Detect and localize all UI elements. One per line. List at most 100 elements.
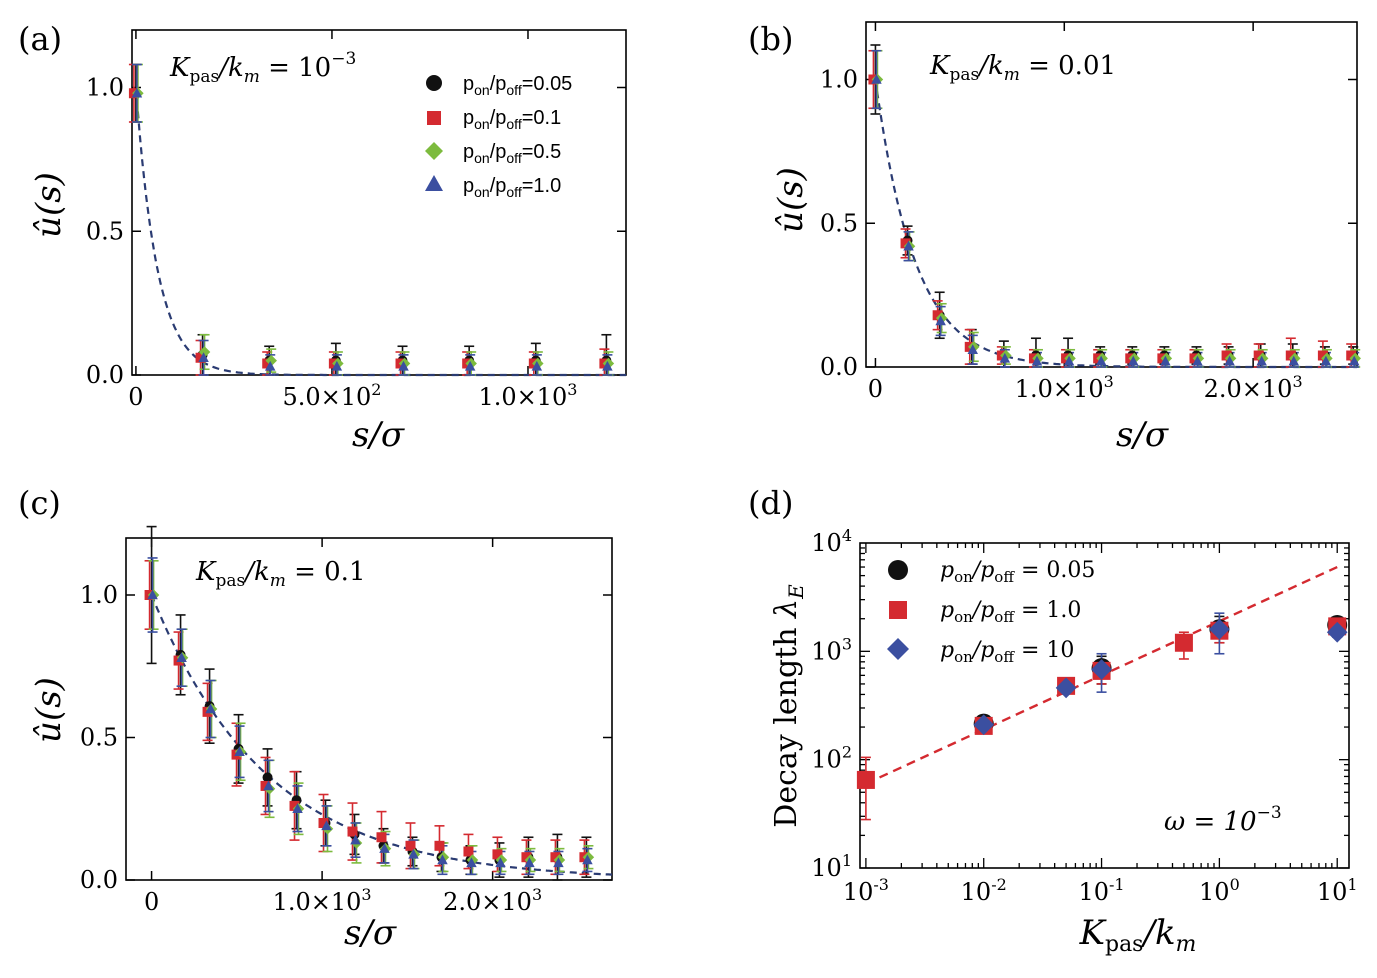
data-point-diamond	[198, 346, 211, 358]
tick-label: 5.0×102	[282, 380, 381, 411]
plot-frame	[865, 21, 1358, 368]
legend-entry: pon/poff = 0.05	[940, 558, 1095, 586]
tick-label: 0	[868, 375, 883, 403]
data-point-triangle	[1288, 355, 1300, 366]
data-point-square	[492, 849, 503, 860]
data-point-triangle	[1256, 355, 1267, 366]
annotation: Kpas/km = 10−3	[169, 49, 356, 87]
panel-label: (c)	[18, 484, 61, 522]
tick-label: 0	[144, 888, 159, 916]
annotation: Kpas/km = 0.01	[929, 51, 1116, 85]
data-point-circle	[262, 772, 273, 783]
legend-marker-square	[889, 601, 907, 619]
y-axis-label: û(s)	[29, 172, 69, 238]
data-point-square	[1285, 350, 1296, 361]
data-point-diamond	[1326, 621, 1348, 643]
data-point-triangle	[321, 820, 332, 831]
tick-label: 0.5	[86, 217, 124, 245]
data-point-square	[434, 840, 445, 851]
tick-label: 1.0×103	[1015, 372, 1114, 403]
data-point-square	[347, 826, 358, 837]
y-axis-label: û(s)	[771, 167, 811, 233]
data-point-triangle	[198, 352, 209, 362]
tick-label: 100	[1199, 875, 1240, 906]
data-point-triangle	[437, 854, 448, 865]
legend-entry: pon/poff=0.1	[463, 107, 561, 132]
data-point-triangle	[1095, 355, 1107, 366]
legend-marker-diamond	[425, 142, 443, 160]
data-point-triangle	[264, 360, 276, 371]
tick-label: 0.0	[86, 361, 124, 389]
data-point-square	[405, 840, 416, 851]
data-point-diamond	[265, 354, 277, 367]
data-point-triangle	[466, 857, 477, 868]
legend: pon/poff = 0.05 pon/poff = 1.0 pon/poff …	[887, 558, 1095, 666]
plot-frame	[131, 29, 627, 376]
tick-label: 0.5	[820, 209, 858, 237]
legend-entry: pon/poff = 1.0	[940, 598, 1081, 626]
data-point-triangle	[398, 360, 409, 371]
y-axis-label: Decay length λE	[769, 584, 808, 828]
tick-label: 103	[811, 634, 852, 665]
tick-label: 0.0	[820, 353, 858, 381]
data-point-triangle	[1160, 355, 1171, 366]
tick-label: 10-1	[1078, 875, 1124, 906]
x-axis-label: s/σ	[1116, 415, 1169, 455]
data-point-square	[463, 846, 474, 857]
data-point-square	[195, 352, 206, 363]
legend: pon/poff=0.05 pon/poff=0.1 pon/poff=0.5 …	[425, 73, 572, 200]
y-axis-label: û(s)	[29, 677, 69, 743]
legend-entry: pon/poff=0.05	[463, 73, 572, 98]
panel-label: (d)	[748, 484, 793, 522]
data-point-triangle	[147, 589, 158, 600]
tick-label: 104	[811, 526, 852, 557]
tick-label: 10-3	[843, 875, 889, 906]
axis-ticks: 0 1.0×103 2.0×103 0.0 0.5 1.0	[820, 22, 1357, 403]
panel-label: (a)	[18, 20, 62, 58]
data-point-triangle	[582, 854, 593, 865]
data-point-square	[260, 780, 271, 791]
panel-c: (c) 0 1.0×103 2.0×103 0.0 0.5 1.0 Kpas/km = 0…	[18, 484, 613, 953]
tick-label: 1.0×103	[478, 380, 577, 411]
legend-marker-square	[427, 111, 441, 125]
data-point-triangle	[553, 857, 564, 868]
annotation: Kpas/km = 0.1	[195, 557, 366, 591]
data-point-square	[932, 310, 943, 321]
data-point-triangle	[1224, 355, 1235, 366]
data-point-square	[900, 238, 911, 249]
data-point-triangle	[234, 746, 245, 756]
tick-label: 102	[811, 743, 852, 774]
axis-ticks: 0 5.0×102 1.0×103 0.0 0.5 1.0	[86, 30, 626, 411]
tick-label: 2.0×103	[1204, 372, 1303, 403]
plot-frame	[125, 537, 613, 881]
data-point-triangle	[1192, 355, 1203, 366]
data-point-triangle	[967, 344, 979, 354]
fit-line	[134, 87, 626, 377]
data-marks	[144, 525, 595, 881]
x-axis-label: s/σ	[352, 415, 405, 455]
data-point-triangle	[263, 780, 274, 791]
data-point-diamond	[1091, 659, 1112, 680]
data-point-square	[1253, 350, 1264, 361]
panel-label: (b)	[748, 20, 793, 58]
data-point-diamond	[1209, 618, 1230, 640]
data-point-triangle	[999, 352, 1011, 363]
data-point-square	[376, 832, 387, 843]
tick-label: 0.5	[80, 724, 118, 752]
data-point-square	[1174, 633, 1193, 652]
plot-frame	[859, 542, 1350, 869]
axis-ticks: 10-3 10-2 10-1 100 101 101 102 103 104	[811, 526, 1357, 906]
legend-marker-circle	[426, 75, 442, 91]
data-point-square	[856, 770, 875, 789]
legend-entry: pon/poff = 10	[940, 638, 1074, 666]
data-point-triangle	[903, 240, 914, 251]
data-point-triangle	[464, 360, 476, 371]
fit-line	[874, 79, 1357, 369]
tick-label: 1.0	[820, 66, 858, 94]
data-point-diamond	[1055, 677, 1077, 699]
data-point-square	[262, 358, 273, 369]
data-point-triangle	[531, 360, 543, 371]
panel-b: (b) 0 1.0×103 2.0×103 0.0 0.5 1.0 Kpas/km = 0…	[748, 20, 1361, 455]
data-point-triangle	[350, 834, 361, 845]
